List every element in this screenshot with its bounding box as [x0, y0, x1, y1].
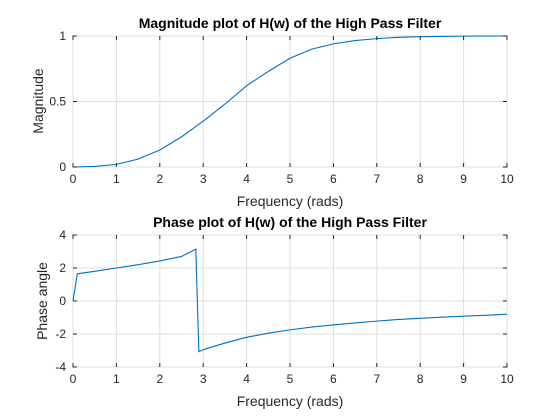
phase-y-tick-label: -2 [55, 327, 66, 341]
phase-y-axis-label: Phase angle [34, 262, 50, 340]
magnitude-y-tick-label: 1 [59, 29, 66, 43]
phase-y-tick-label: 2 [59, 261, 66, 275]
magnitude-x-tick-label: 2 [156, 172, 163, 186]
phase-x-axis-label: Frequency (rads) [237, 393, 344, 409]
phase-series-line [72, 248, 508, 353]
magnitude-y-tick-label: 0 [59, 160, 66, 174]
magnitude-x-tick-label: 7 [373, 172, 380, 186]
magnitude-x-tick-label: 4 [243, 172, 250, 186]
phase-x-tick-label: 1 [113, 372, 120, 386]
magnitude-title: Magnitude plot of H(w) of the High Pass … [139, 15, 442, 31]
phase-x-tick-label: 5 [287, 372, 294, 386]
magnitude-x-axis-label: Frequency (rads) [237, 193, 344, 209]
phase-x-tick-label: 4 [243, 372, 250, 386]
magnitude-x-tick-label: 5 [287, 172, 294, 186]
phase-y-tick-label: -4 [55, 360, 66, 374]
magnitude-x-tick-label: 8 [417, 172, 424, 186]
phase-x-tick-label: 7 [373, 372, 380, 386]
magnitude-x-tick-label: 3 [200, 172, 207, 186]
magnitude-x-tick-label: 1 [113, 172, 120, 186]
magnitude-y-tick-label: 0.5 [49, 95, 66, 109]
magnitude-series [72, 35, 508, 168]
magnitude-x-tick-label: 9 [460, 172, 467, 186]
phase-ticks: 0 1 2 3 4 5 6 7 8 9 10 -4 -2 0 2 4 [55, 228, 514, 386]
phase-x-tick-label: 10 [500, 372, 514, 386]
magnitude-ticks: 0 1 2 3 4 5 6 7 8 9 10 0 0.5 1 [49, 29, 514, 186]
magnitude-y-axis-label: Magnitude [30, 68, 46, 134]
phase-x-tick-label: 0 [70, 372, 77, 386]
phase-x-tick-label: 9 [460, 372, 467, 386]
magnitude-x-tick-label: 0 [70, 172, 77, 186]
phase-series [72, 248, 508, 353]
magnitude-x-tick-label: 10 [500, 172, 514, 186]
magnitude-series-line [72, 35, 508, 168]
phase-title: Phase plot of H(w) of the High Pass Filt… [153, 214, 427, 230]
phase-x-tick-label: 6 [330, 372, 337, 386]
phase-x-tick-label: 2 [156, 372, 163, 386]
phase-plot: 0 1 2 3 4 5 6 7 8 9 10 -4 -2 0 2 4 Phase plot of H(w) o… [34, 214, 514, 409]
phase-x-tick-label: 3 [200, 372, 207, 386]
magnitude-plot: 0 1 2 3 4 5 6 7 8 9 10 0 0.5 1 Magnitude plot of H(w)… [30, 15, 514, 209]
phase-y-tick-label: 4 [59, 228, 66, 242]
phase-x-tick-label: 8 [417, 372, 424, 386]
phase-y-tick-label: 0 [59, 294, 66, 308]
magnitude-x-tick-label: 6 [330, 172, 337, 186]
